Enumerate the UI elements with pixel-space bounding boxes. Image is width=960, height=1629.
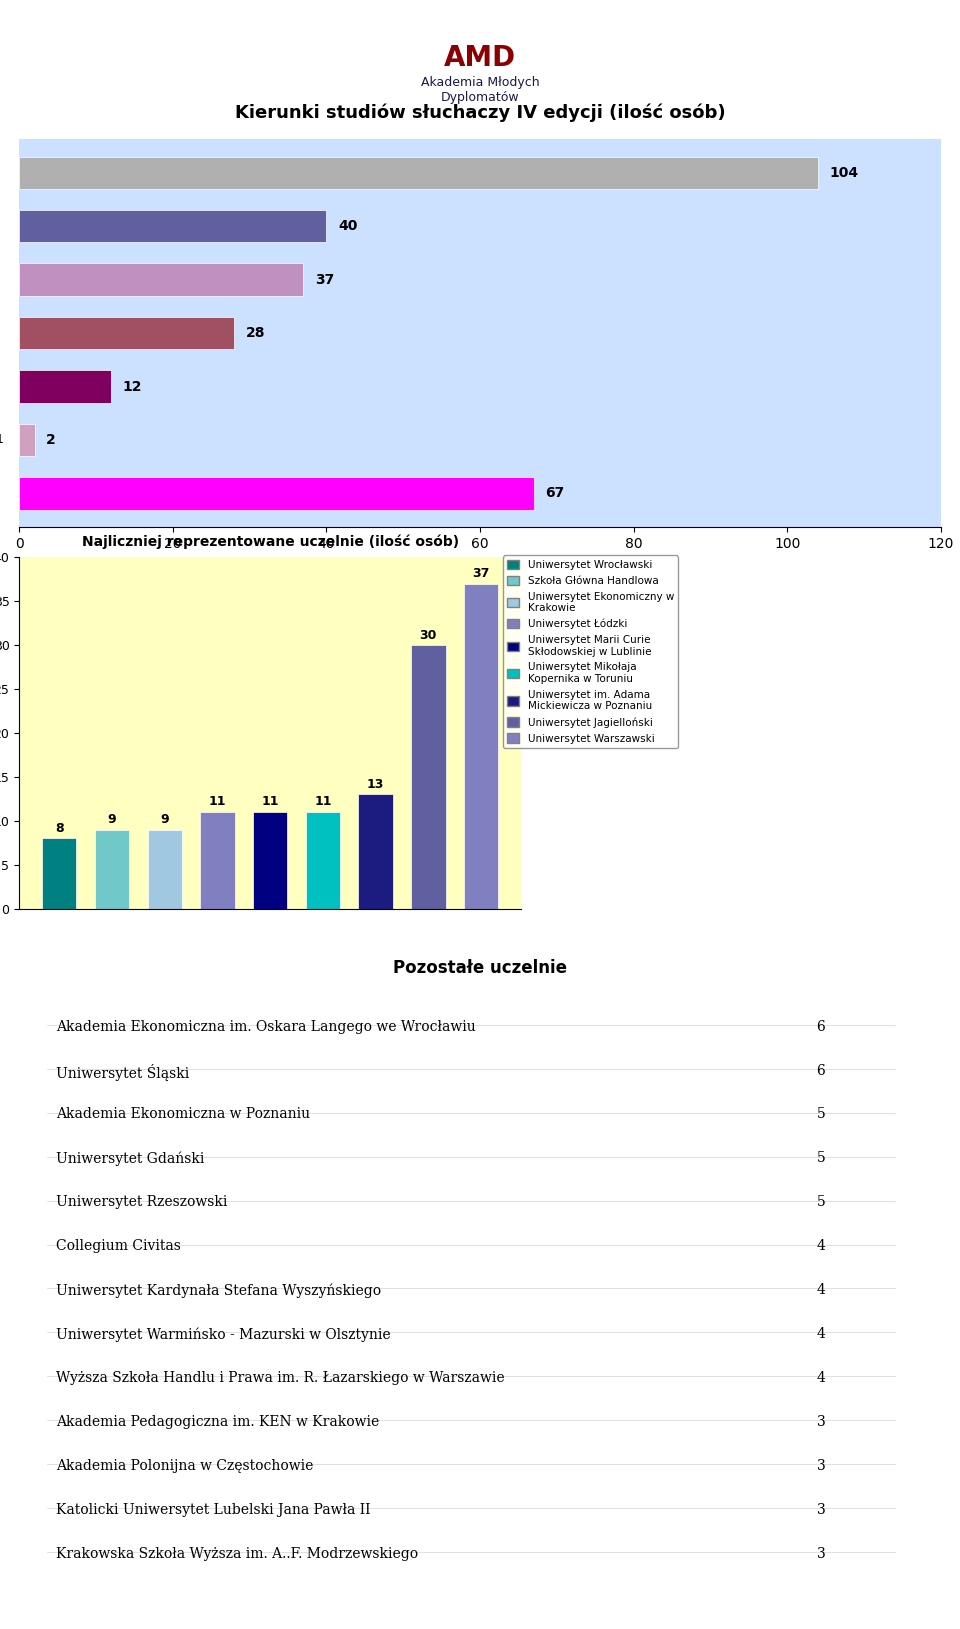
Text: 4: 4 [817,1372,826,1385]
Text: Uniwersytet Śląski: Uniwersytet Śląski [56,1064,189,1080]
Text: 30: 30 [420,629,437,642]
Text: 2: 2 [46,433,56,446]
Text: 28: 28 [246,326,265,340]
Text: Akademia Pedagogiczna im. KEN w Krakowie: Akademia Pedagogiczna im. KEN w Krakowie [56,1416,379,1429]
Text: 11: 11 [314,795,331,808]
Text: Akademia Ekonomiczna w Poznaniu: Akademia Ekonomiczna w Poznaniu [56,1108,310,1121]
Title: Kierunki studiów słuchaczy IV edycji (ilość osób): Kierunki studiów słuchaczy IV edycji (il… [234,104,726,122]
Text: Uniwersytet Gdański: Uniwersytet Gdański [56,1152,204,1166]
Text: 1: 1 [0,433,4,446]
Text: 6: 6 [817,1020,826,1034]
Text: Akademia Ekonomiczna im. Oskara Langego we Wrocławiu: Akademia Ekonomiczna im. Oskara Langego … [56,1020,476,1034]
Text: 4: 4 [817,1284,826,1297]
Text: 37: 37 [315,272,334,287]
Text: Wyższa Szkoła Handlu i Prawa im. R. Łazarskiego w Warszawie: Wyższa Szkoła Handlu i Prawa im. R. Łaza… [56,1372,505,1385]
Text: 5: 5 [817,1196,826,1209]
Text: 3: 3 [817,1460,826,1473]
Text: Uniwersytet Warmińsko - Mazurski w Olsztynie: Uniwersytet Warmińsko - Mazurski w Olszt… [56,1328,391,1342]
Text: 3: 3 [817,1416,826,1429]
Text: 37: 37 [472,567,490,580]
Bar [95,829,129,909]
Text: 67: 67 [545,487,564,500]
Bar [19,318,234,349]
Bar [201,811,234,909]
Bar [358,795,393,909]
Text: 13: 13 [367,779,384,792]
Legend: Uniwersytet Wrocławski, Szkoła Główna Handlowa, Uniwersytet Ekonomiczny w
Krakow: Uniwersytet Wrocławski, Szkoła Główna Ha… [502,555,678,748]
Text: 40: 40 [338,218,357,233]
Text: Krakowska Szkoła Wyższa im. A..F. Modrzewskiego: Krakowska Szkoła Wyższa im. A..F. Modrze… [56,1548,419,1561]
Bar [19,210,326,243]
Bar [464,583,498,909]
Bar [19,156,818,189]
Text: Akademia Młodych
Dyplomatów: Akademia Młodych Dyplomatów [420,77,540,104]
Text: 4: 4 [817,1328,826,1341]
Text: AMD: AMD [444,44,516,72]
Text: 8: 8 [55,821,63,834]
Text: 104: 104 [829,166,858,179]
Text: Pozostałe uczelnie: Pozostałe uczelnie [393,959,567,977]
Bar [305,811,340,909]
Bar [411,645,445,909]
Bar [253,811,287,909]
Text: 3: 3 [817,1548,826,1561]
Text: 11: 11 [261,795,279,808]
Bar [42,839,76,909]
Text: 4: 4 [817,1240,826,1253]
Bar [148,829,181,909]
Bar [19,477,534,510]
Text: 5: 5 [817,1108,826,1121]
Bar [19,264,303,295]
Text: 9: 9 [108,813,116,826]
Text: 12: 12 [123,380,142,394]
Text: Katolicki Uniwersytet Lubelski Jana Pawła II: Katolicki Uniwersytet Lubelski Jana Pawł… [56,1504,371,1517]
Text: 6: 6 [817,1064,826,1077]
Text: 3: 3 [817,1504,826,1517]
Text: Akademia Polonijna w Częstochowie: Akademia Polonijna w Częstochowie [56,1460,313,1473]
Bar [19,424,35,456]
Title: Najliczniej reprezentowane uczelnie (ilość osób): Najliczniej reprezentowane uczelnie (ilo… [82,534,459,549]
Text: 11: 11 [208,795,227,808]
Text: 5: 5 [817,1152,826,1165]
Text: Uniwersytet Rzeszowski: Uniwersytet Rzeszowski [56,1196,228,1209]
Bar [19,370,111,402]
Text: Collegium Civitas: Collegium Civitas [56,1240,180,1253]
Text: Uniwersytet Kardynała Stefana Wyszyńskiego: Uniwersytet Kardynała Stefana Wyszyńskie… [56,1284,381,1298]
Text: 9: 9 [160,813,169,826]
